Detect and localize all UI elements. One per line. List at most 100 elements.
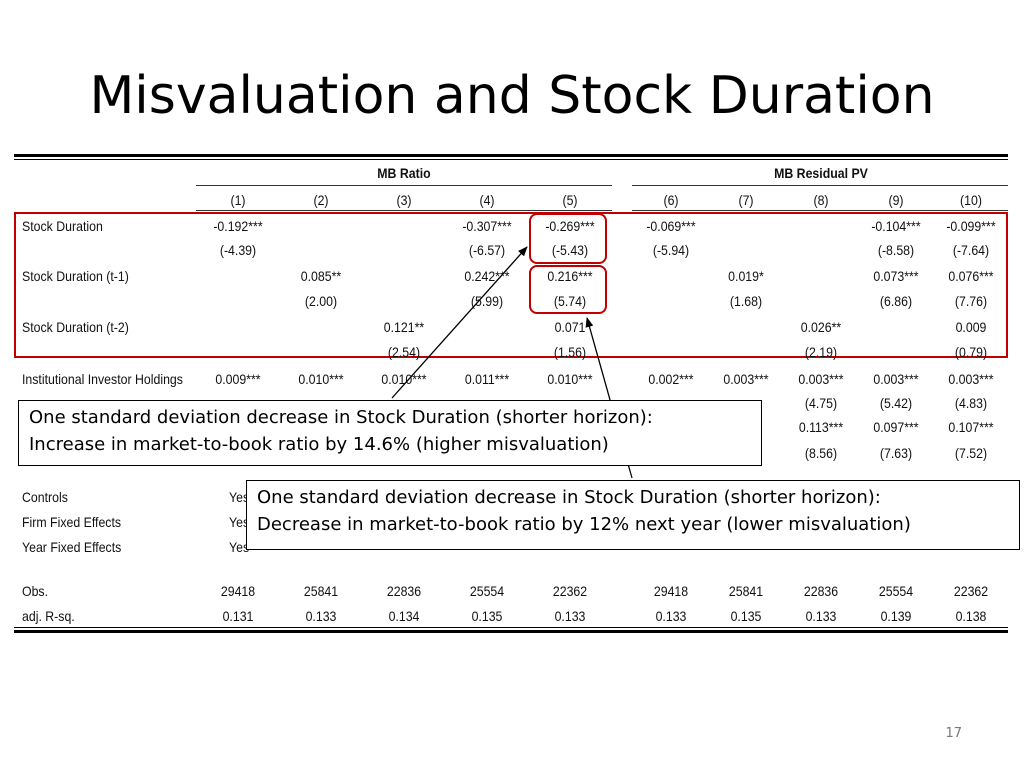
r2-value: 0.139 (880, 608, 912, 624)
coefficient-cell: 0.010*** (298, 371, 344, 387)
t-statistic-cell: (5.42) (879, 395, 913, 411)
t-statistic-cell: (1.56) (553, 344, 587, 360)
t-statistic-cell: (-4.39) (219, 242, 257, 258)
column-header: (9) (888, 192, 904, 208)
coefficient-cell: -0.269*** (545, 218, 595, 234)
coefficient-cell: 0.010*** (381, 371, 427, 387)
column-header: (4) (479, 192, 495, 208)
t-statistic-cell: (4.75) (804, 395, 838, 411)
row-label: Institutional Investor Holdings (22, 371, 183, 387)
row-label: Stock Duration (t-1) (22, 268, 129, 284)
t-statistic-cell: (-7.64) (952, 242, 990, 258)
t-statistic-cell: (-5.43) (551, 242, 589, 258)
obs-value: 25554 (469, 583, 505, 599)
r2-value: 0.133 (805, 608, 837, 624)
group-header-mb-residual-pv: MB Residual PV (774, 165, 868, 181)
callout-2-line-1: One standard deviation decrease in Stock… (257, 487, 881, 508)
coefficient-cell: -0.307*** (462, 218, 512, 234)
fixed-effect-label: Controls (22, 489, 68, 505)
coefficient-cell: 0.003*** (723, 371, 769, 387)
coefficient-cell: 0.076*** (948, 268, 994, 284)
coefficient-cell: 0.026** (800, 319, 842, 335)
fixed-effect-value: Yes (229, 489, 250, 505)
coefficient-cell: 0.071 (554, 319, 586, 335)
t-statistic-cell: (2.54) (387, 344, 421, 360)
coefficient-cell: -0.104*** (871, 218, 921, 234)
t-statistic-cell: (7.63) (879, 445, 913, 461)
coefficient-cell: 0.003*** (798, 371, 844, 387)
coefficient-cell: -0.069*** (646, 218, 696, 234)
t-statistic-cell: (-5.94) (652, 242, 690, 258)
column-header: (6) (663, 192, 679, 208)
t-statistic-cell: (2.00) (304, 293, 338, 309)
r2-label: adj. R-sq. (22, 608, 75, 624)
t-statistic-cell: (0.79) (954, 344, 988, 360)
group-header-underline (632, 185, 1008, 186)
coefficient-cell: 0.010*** (547, 371, 593, 387)
column-header: (10) (960, 192, 982, 208)
coefficient-cell: 0.216*** (547, 268, 593, 284)
obs-value: 25554 (878, 583, 914, 599)
obs-value: 29418 (653, 583, 689, 599)
obs-value: 22362 (953, 583, 989, 599)
t-statistic-cell: (1.68) (729, 293, 763, 309)
r2-value: 0.135 (471, 608, 503, 624)
obs-value: 25841 (728, 583, 764, 599)
coefficient-cell: 0.085** (300, 268, 342, 284)
obs-value: 22836 (803, 583, 839, 599)
r2-value: 0.135 (730, 608, 762, 624)
coefficient-cell: 0.011*** (464, 371, 510, 387)
callout-shorter-horizon-increase: One standard deviation decrease in Stock… (18, 400, 762, 466)
column-header: (3) (396, 192, 412, 208)
column-header: (8) (813, 192, 829, 208)
row-label: Stock Duration (22, 218, 103, 234)
obs-value: 22836 (386, 583, 422, 599)
column-header: (2) (313, 192, 329, 208)
t-statistic-cell: (5.99) (470, 293, 504, 309)
arrow-to-duration-coef (391, 246, 528, 399)
r2-value: 0.131 (222, 608, 254, 624)
column-header-underline (632, 210, 1008, 211)
duration-rows-highlight (14, 212, 1008, 358)
slide-title: Misvaluation and Stock Duration (89, 66, 935, 126)
coefficient-cell: 0.107*** (948, 419, 994, 435)
column-header: (7) (738, 192, 754, 208)
obs-value: 25841 (303, 583, 339, 599)
table-bottom-rule (14, 630, 1008, 633)
r2-value: 0.134 (388, 608, 420, 624)
callout-shorter-horizon-decrease: One standard deviation decrease in Stock… (246, 480, 1020, 550)
row-label: Stock Duration (t-2) (22, 319, 129, 335)
r2-value: 0.133 (305, 608, 337, 624)
coefficient-cell: 0.009 (955, 319, 987, 335)
t-statistic-cell: (7.76) (954, 293, 988, 309)
coefficient-cell: 0.009*** (215, 371, 261, 387)
coef-5-duration-t1-highlight (529, 265, 607, 314)
column-header: (1) (230, 192, 246, 208)
t-statistic-cell: (8.56) (804, 445, 838, 461)
r2-value: 0.133 (554, 608, 586, 624)
column-header-underline (196, 210, 612, 211)
coefficient-cell: 0.002*** (648, 371, 694, 387)
coefficient-cell: -0.099*** (946, 218, 996, 234)
coefficient-cell: 0.097*** (873, 419, 919, 435)
fixed-effect-label: Year Fixed Effects (22, 539, 122, 555)
r2-value: 0.138 (955, 608, 987, 624)
t-statistic-cell: (-8.58) (877, 242, 915, 258)
group-header-underline (196, 185, 612, 186)
coefficient-cell: -0.192*** (213, 218, 263, 234)
coefficient-cell: 0.019* (728, 268, 764, 284)
callout-1-line-2: Increase in market-to-book ratio by 14.6… (29, 434, 609, 455)
t-statistic-cell: (7.52) (954, 445, 988, 461)
fixed-effect-label: Firm Fixed Effects (22, 514, 122, 530)
t-statistic-cell: (6.86) (879, 293, 913, 309)
page-number: 17 (945, 726, 962, 741)
obs-value: 29418 (220, 583, 256, 599)
coefficient-cell: 0.121** (383, 319, 425, 335)
coefficient-cell: 0.073*** (873, 268, 919, 284)
fixed-effect-value: Yes (229, 514, 250, 530)
coefficient-cell: 0.003*** (873, 371, 919, 387)
callout-2-line-2: Decrease in market-to-book ratio by 12% … (257, 514, 911, 535)
group-header-mb-ratio: MB Ratio (377, 165, 431, 181)
coefficient-cell: 0.113*** (798, 419, 844, 435)
coef-5-duration-highlight (529, 213, 607, 264)
